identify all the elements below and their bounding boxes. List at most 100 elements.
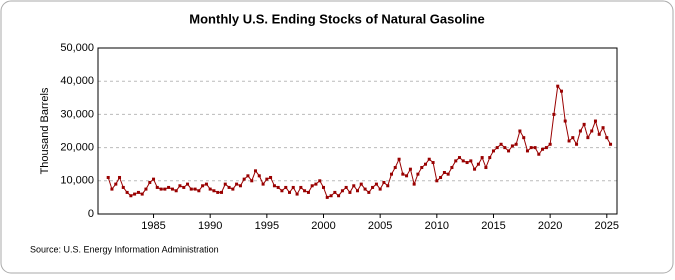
x-tick-label: 1990 <box>198 220 222 232</box>
point <box>537 152 541 156</box>
point <box>552 112 556 116</box>
x-tick-label: 2015 <box>481 220 505 232</box>
x-tick-label: 2025 <box>595 220 619 232</box>
x-tick-label: 2005 <box>368 220 392 232</box>
point <box>212 189 216 193</box>
point <box>257 174 261 178</box>
point <box>163 187 167 191</box>
point <box>401 172 405 176</box>
point <box>495 146 499 150</box>
point <box>450 166 454 170</box>
point <box>118 175 122 179</box>
point <box>329 194 333 198</box>
point <box>556 84 560 88</box>
point <box>201 184 205 188</box>
x-tick-label: 1985 <box>141 220 165 232</box>
point <box>152 177 156 181</box>
point <box>189 187 193 191</box>
point <box>597 132 601 136</box>
point <box>389 172 393 176</box>
point <box>337 194 341 198</box>
point <box>261 182 265 186</box>
point <box>144 187 148 191</box>
point <box>499 142 503 146</box>
point <box>155 185 159 189</box>
x-tick-label: 1995 <box>255 220 279 232</box>
point <box>548 142 552 146</box>
point <box>352 184 356 188</box>
point <box>533 146 537 150</box>
point <box>605 136 609 140</box>
point <box>423 162 427 166</box>
point <box>242 177 246 181</box>
point <box>231 187 235 191</box>
point <box>510 144 514 148</box>
point <box>310 184 314 188</box>
point <box>140 192 144 196</box>
point <box>340 189 344 193</box>
point <box>431 161 435 165</box>
point <box>227 185 231 189</box>
point <box>582 122 586 126</box>
point <box>590 129 594 133</box>
y-axis-label: Thousand Barrels <box>39 87 51 174</box>
point <box>529 146 533 150</box>
point <box>420 166 424 170</box>
point <box>439 175 443 179</box>
point <box>427 157 431 161</box>
point <box>609 142 613 146</box>
point <box>461 159 465 163</box>
point <box>238 184 242 188</box>
point <box>269 175 273 179</box>
point <box>314 182 318 186</box>
point <box>559 89 563 93</box>
y-tick-label: 0 <box>88 208 94 220</box>
point <box>578 129 582 133</box>
y-tick-label: 10,000 <box>60 175 94 187</box>
point <box>586 136 590 140</box>
y-tick-label: 20,000 <box>60 142 94 154</box>
point <box>136 190 140 194</box>
point <box>344 185 348 189</box>
point <box>193 187 197 191</box>
point <box>480 156 484 160</box>
x-tick-label: 2020 <box>538 220 562 232</box>
point <box>250 179 254 183</box>
point <box>541 147 545 151</box>
point <box>174 189 178 193</box>
point <box>246 174 250 178</box>
point <box>484 166 488 170</box>
chart-title: Monthly U.S. Ending Stocks of Natural Ga… <box>189 11 484 26</box>
point <box>288 190 292 194</box>
point <box>412 182 416 186</box>
point <box>442 171 446 174</box>
point <box>348 190 352 194</box>
point <box>514 142 518 146</box>
point <box>571 136 575 140</box>
point <box>378 187 382 191</box>
y-tick-label: 30,000 <box>60 108 94 120</box>
point <box>110 187 114 191</box>
point <box>178 184 182 188</box>
point <box>114 182 118 186</box>
point <box>280 189 284 193</box>
point <box>518 129 522 133</box>
point <box>170 187 174 191</box>
point <box>488 156 492 160</box>
point <box>322 185 326 189</box>
x-tick-label: 2000 <box>311 220 335 232</box>
point <box>575 142 579 146</box>
point <box>593 119 597 123</box>
point <box>476 162 480 166</box>
point <box>457 156 461 160</box>
point <box>254 169 258 173</box>
point <box>216 190 220 194</box>
point <box>182 185 186 189</box>
point <box>208 187 212 191</box>
point <box>544 146 548 150</box>
point <box>408 167 412 171</box>
point <box>371 185 375 189</box>
point <box>223 182 227 186</box>
x-tick-label: 2010 <box>425 220 449 232</box>
